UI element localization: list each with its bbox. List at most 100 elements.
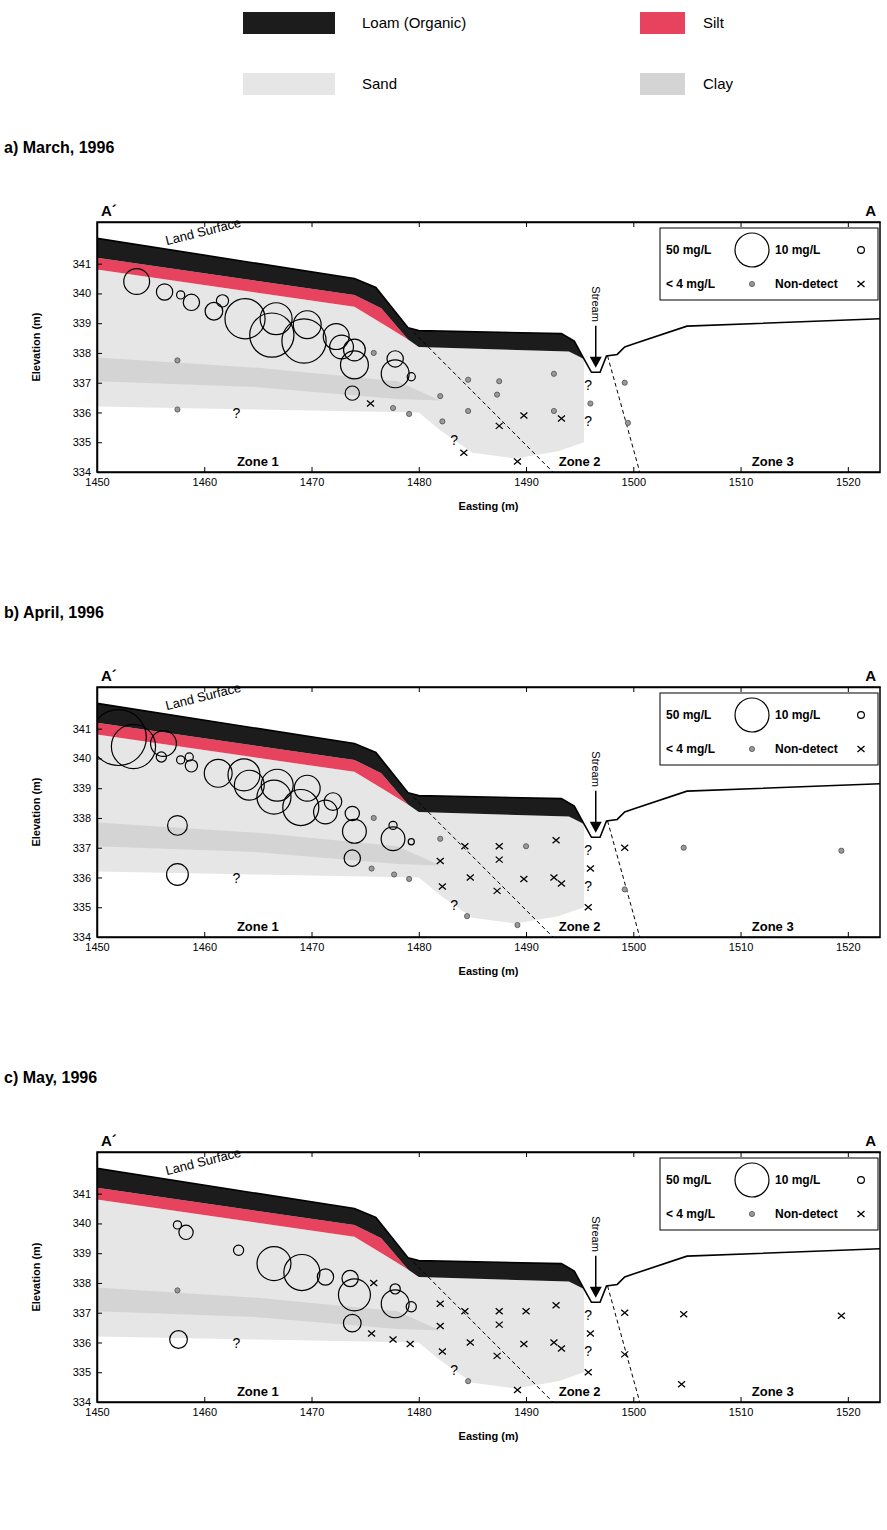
tick-label: 1520: [836, 941, 860, 953]
concentration-bubble: [124, 269, 150, 295]
tick-label: 340: [73, 287, 91, 299]
geology-layer: [97, 238, 584, 359]
question-mark: ?: [233, 870, 241, 886]
question-mark: ?: [584, 878, 592, 894]
legend-label: Silt: [703, 14, 725, 31]
x-axis: 14501460147014801490150015101520: [85, 932, 880, 953]
tick-label: 1460: [193, 1406, 217, 1418]
concentration-legend: 50 mg/L10 mg/L< 4 mg/LNon-detect: [660, 693, 878, 765]
legend-box: [660, 693, 878, 765]
low-point: [466, 408, 471, 413]
panel-title: c) May, 1996: [4, 1069, 97, 1086]
stream-arrow-head: [590, 822, 602, 833]
zone-label: Zone 2: [559, 1384, 601, 1399]
low-point: [625, 420, 630, 425]
tick-label: 335: [73, 1366, 91, 1378]
non-detect-point: [461, 1308, 468, 1314]
x-axis: 14501460147014801490150015101520: [85, 1397, 880, 1418]
zone-label: Zone 3: [752, 1384, 794, 1399]
concentration-bubble: [282, 319, 326, 363]
legend-label: 10 mg/L: [775, 243, 820, 257]
x-tick: 1470: [300, 467, 324, 488]
stream-label: Stream: [590, 286, 602, 321]
legend-label: Sand: [362, 75, 397, 92]
low-point: [494, 392, 499, 397]
y-axis-title: Elevation (m): [30, 312, 42, 381]
x-axis-title: Easting (m): [459, 1430, 519, 1442]
concentration-bubble: [283, 790, 319, 826]
panel: a) March, 199614501460147014801490150015…: [4, 139, 881, 512]
non-detect-point: [496, 1308, 503, 1314]
concentration-bubble: [228, 759, 260, 791]
low-point: [371, 815, 376, 820]
x-tick: 1490: [514, 467, 538, 488]
tick-label: 336: [73, 1336, 91, 1348]
legend-label: Non-detect: [775, 1207, 838, 1221]
x-axis-title: Easting (m): [459, 500, 519, 512]
non-detect-point: [838, 1313, 845, 1319]
non-detect-point: [553, 1302, 560, 1308]
non-detect-point: [621, 845, 628, 851]
annotations: Land SurfaceStreamZone 1Zone 2Zone 3????: [164, 1145, 794, 1399]
legend-label: Non-detect: [775, 277, 838, 291]
concentration-bubble: [177, 756, 185, 764]
concentration-bubble: [185, 760, 197, 772]
low-point: [515, 922, 520, 927]
stream-arrow-head: [590, 1287, 602, 1298]
concentration-bubble: [381, 1290, 409, 1318]
stream-arrow: [595, 791, 597, 825]
concentration-bubble: [156, 284, 172, 300]
concentration-bubble: [233, 1245, 243, 1255]
concentration-bubble: [406, 1302, 416, 1312]
section-label: A´: [101, 202, 117, 219]
stream-label: Stream: [590, 751, 602, 786]
low-point: [175, 358, 180, 363]
low-point: [466, 1379, 471, 1384]
non-detect-point: [585, 904, 592, 910]
question-mark: ?: [233, 1335, 241, 1351]
non-detect-point: [621, 1351, 628, 1357]
concentration-bubble: [330, 335, 354, 359]
question-mark: ?: [584, 842, 592, 858]
question-mark: ?: [450, 432, 458, 448]
legend-symbol: [858, 746, 865, 752]
non-detect-point: [520, 1341, 527, 1347]
tick-label: 341: [73, 723, 91, 735]
zone-label: Zone 1: [237, 454, 279, 469]
non-detect-point: [558, 880, 565, 886]
tick-label: 1480: [407, 1406, 431, 1418]
low-point: [622, 380, 627, 385]
legend-swatch: [243, 12, 335, 34]
low-point: [588, 401, 593, 406]
tick-label: 1470: [300, 1406, 324, 1418]
legend-symbol: [858, 712, 865, 719]
non-detect-point: [523, 1308, 530, 1314]
question-mark: ?: [584, 1343, 592, 1359]
legend-symbol: [749, 746, 754, 751]
non-detect-point: [439, 1348, 446, 1354]
concentration-bubble: [387, 351, 403, 367]
x-tick: 1520: [836, 932, 860, 953]
non-detect-point: [496, 423, 503, 429]
geology-layer: [97, 1287, 440, 1330]
zone-boundary: [413, 332, 552, 472]
non-detect-point: [550, 1339, 557, 1345]
question-mark: ?: [450, 897, 458, 913]
non-detect-point: [370, 1280, 377, 1286]
tick-label: 335: [73, 901, 91, 913]
concentration-bubble: [324, 793, 342, 811]
zone-boundary: [413, 1262, 552, 1402]
non-detect-point: [585, 1369, 592, 1375]
concentration-bubble: [261, 769, 293, 801]
concentration-bubble: [407, 373, 415, 381]
annotations: Land SurfaceStreamZone 1Zone 2Zone 3????: [164, 680, 794, 934]
concentration-bubble: [389, 821, 397, 829]
low-point: [681, 845, 686, 850]
concentration-bubble: [344, 850, 360, 866]
plot-frame: [97, 687, 880, 937]
question-mark: ?: [584, 1307, 592, 1323]
non-detect-point: [461, 843, 468, 849]
non-detect-point: [621, 1310, 628, 1316]
x-tick: 1500: [622, 932, 646, 953]
tick-label: 1510: [729, 941, 753, 953]
